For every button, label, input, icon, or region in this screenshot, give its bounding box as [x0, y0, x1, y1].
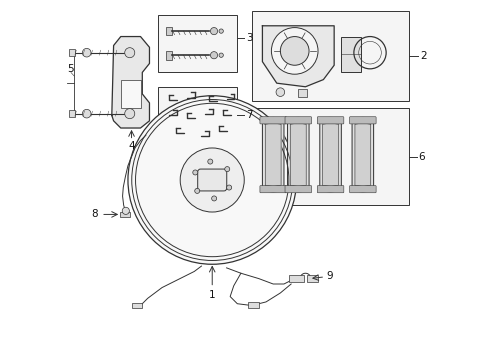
Circle shape — [211, 196, 216, 201]
Circle shape — [224, 167, 229, 172]
Circle shape — [194, 188, 199, 193]
Circle shape — [82, 109, 91, 118]
Polygon shape — [287, 117, 308, 192]
Circle shape — [128, 96, 296, 264]
Polygon shape — [262, 117, 284, 192]
Circle shape — [180, 148, 244, 212]
Circle shape — [124, 48, 135, 58]
Circle shape — [210, 51, 217, 59]
Bar — [121, 80, 140, 108]
Circle shape — [271, 28, 317, 74]
Polygon shape — [322, 123, 338, 186]
Text: 1: 1 — [208, 290, 215, 300]
FancyBboxPatch shape — [285, 117, 311, 124]
Bar — [69, 49, 74, 56]
Bar — [165, 51, 172, 59]
Circle shape — [82, 48, 91, 57]
Text: 3: 3 — [245, 33, 252, 43]
FancyBboxPatch shape — [317, 186, 343, 193]
Circle shape — [210, 27, 217, 35]
Bar — [306, 275, 317, 282]
Text: 2: 2 — [419, 51, 426, 61]
Circle shape — [280, 37, 308, 65]
Polygon shape — [354, 123, 370, 186]
Bar — [158, 87, 237, 158]
FancyBboxPatch shape — [349, 117, 375, 124]
Text: 6: 6 — [418, 152, 425, 162]
FancyBboxPatch shape — [260, 117, 286, 124]
Bar — [165, 27, 172, 35]
Polygon shape — [351, 117, 373, 192]
Text: 8: 8 — [91, 210, 98, 220]
Bar — [251, 12, 408, 101]
Bar — [69, 110, 74, 117]
FancyBboxPatch shape — [349, 186, 375, 193]
Bar — [247, 302, 258, 309]
Polygon shape — [262, 26, 333, 87]
Text: 5: 5 — [67, 64, 74, 74]
Circle shape — [192, 170, 197, 175]
Circle shape — [226, 185, 231, 190]
Circle shape — [219, 29, 223, 33]
FancyBboxPatch shape — [197, 169, 226, 191]
Polygon shape — [319, 117, 341, 192]
Bar — [131, 303, 142, 309]
FancyBboxPatch shape — [317, 117, 343, 124]
Text: 4: 4 — [128, 141, 135, 151]
Bar — [341, 37, 360, 72]
Circle shape — [122, 207, 129, 215]
Circle shape — [124, 109, 135, 119]
FancyBboxPatch shape — [285, 186, 311, 193]
Bar — [158, 15, 237, 72]
Text: 7: 7 — [245, 111, 252, 121]
Polygon shape — [112, 37, 149, 128]
Bar — [120, 212, 130, 217]
Polygon shape — [265, 123, 281, 186]
FancyBboxPatch shape — [260, 186, 286, 193]
Circle shape — [219, 53, 223, 57]
Bar — [251, 108, 408, 205]
Circle shape — [276, 88, 284, 96]
Bar — [298, 89, 306, 97]
Circle shape — [207, 159, 212, 164]
Bar — [289, 275, 303, 282]
Polygon shape — [290, 123, 305, 186]
Text: 9: 9 — [326, 271, 332, 281]
